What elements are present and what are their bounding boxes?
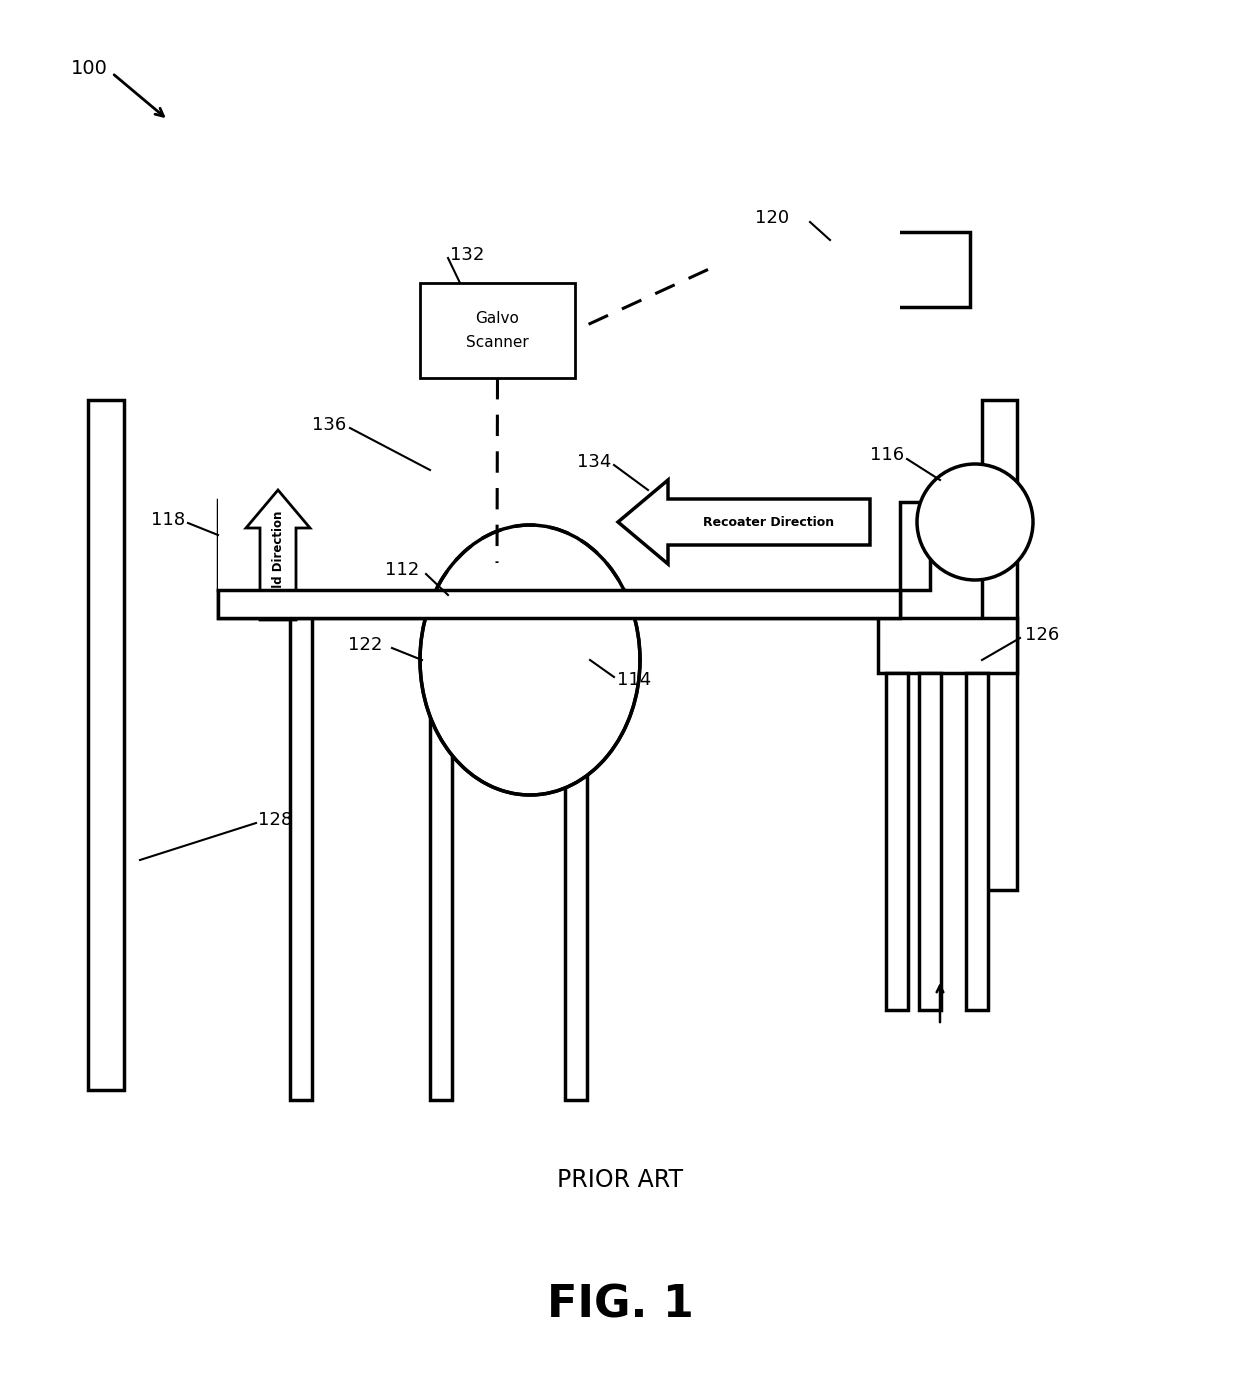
Text: PRIOR ART: PRIOR ART: [557, 1168, 683, 1192]
Bar: [565, 618, 587, 1099]
Text: 136: 136: [312, 416, 346, 433]
Bar: [878, 618, 1017, 673]
Bar: [982, 400, 1017, 890]
Bar: [218, 590, 900, 618]
Bar: [88, 400, 124, 1090]
Text: Galvo: Galvo: [476, 311, 520, 326]
Bar: [290, 618, 312, 1099]
Text: 122: 122: [348, 636, 382, 654]
Text: FIG. 1: FIG. 1: [547, 1284, 693, 1326]
Text: 118: 118: [151, 510, 185, 528]
Text: 112: 112: [384, 561, 419, 579]
Text: 116: 116: [870, 446, 904, 464]
Polygon shape: [246, 490, 310, 621]
Circle shape: [918, 464, 1033, 581]
Text: 114: 114: [618, 671, 651, 689]
Bar: [750, 233, 970, 307]
Text: 132: 132: [450, 246, 485, 264]
Ellipse shape: [420, 526, 640, 795]
Text: 134: 134: [577, 453, 611, 471]
Polygon shape: [618, 480, 870, 564]
Bar: [218, 0, 900, 590]
Bar: [218, 590, 900, 618]
Bar: [218, 499, 246, 590]
Text: 128: 128: [258, 810, 293, 828]
Bar: [900, 502, 930, 590]
Text: 126: 126: [1025, 626, 1059, 644]
Text: 120: 120: [755, 209, 789, 227]
Text: 100: 100: [71, 59, 108, 77]
Text: Scanner: Scanner: [466, 334, 529, 350]
Bar: [887, 673, 908, 1010]
Text: Recoater Direction: Recoater Direction: [703, 516, 835, 528]
Bar: [966, 673, 988, 1010]
Bar: [430, 618, 453, 1099]
Bar: [420, 283, 575, 378]
Polygon shape: [708, 250, 750, 288]
Text: Build Direction: Build Direction: [272, 510, 284, 610]
Bar: [919, 673, 941, 1010]
